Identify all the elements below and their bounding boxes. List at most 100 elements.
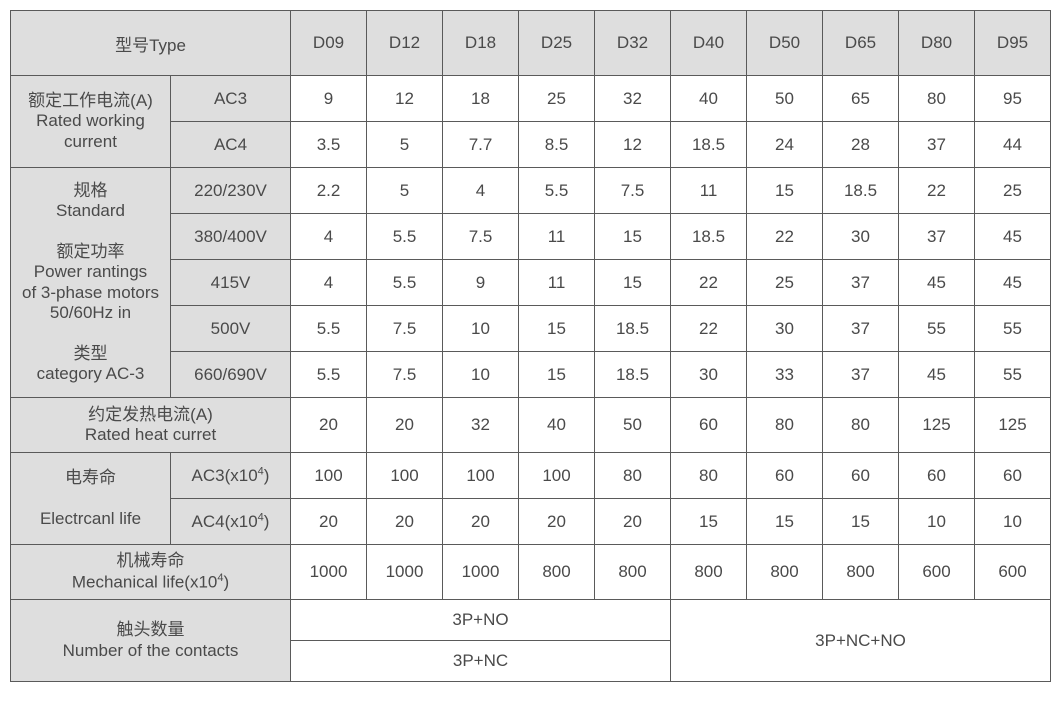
cell: 37: [823, 306, 899, 352]
col-d25: D25: [519, 11, 595, 76]
cell: 18.5: [823, 168, 899, 214]
row-rated-heat: 约定发热电流(A) Rated heat curret 20 20 32 40 …: [11, 398, 1051, 453]
cell: 15: [519, 306, 595, 352]
cell: 37: [823, 352, 899, 398]
cell: 65: [823, 76, 899, 122]
cell: 5.5: [367, 260, 443, 306]
cell: 18.5: [671, 122, 747, 168]
cell: 1000: [443, 545, 519, 600]
cell: 32: [595, 76, 671, 122]
cell: 7.5: [595, 168, 671, 214]
cell: 20: [367, 499, 443, 545]
cell: 5.5: [291, 306, 367, 352]
cell: 60: [823, 453, 899, 499]
cell: 5: [367, 168, 443, 214]
v220-label: 220/230V: [171, 168, 291, 214]
cell: 25: [747, 260, 823, 306]
cell: 9: [291, 76, 367, 122]
cell: 45: [899, 260, 975, 306]
cell: 50: [595, 398, 671, 453]
cell: 22: [899, 168, 975, 214]
cell: 100: [519, 453, 595, 499]
cell: 9: [443, 260, 519, 306]
cell: 37: [899, 122, 975, 168]
cell: 33: [747, 352, 823, 398]
cell: 600: [899, 545, 975, 600]
cell: 25: [519, 76, 595, 122]
cell: 12: [595, 122, 671, 168]
v415-label: 415V: [171, 260, 291, 306]
col-d65: D65: [823, 11, 899, 76]
cell: 28: [823, 122, 899, 168]
cell: 44: [975, 122, 1051, 168]
cell: 4: [291, 214, 367, 260]
ac4-label: AC4: [171, 122, 291, 168]
spec-table: 型号Type D09 D12 D18 D25 D32 D40 D50 D65 D…: [10, 10, 1051, 682]
cell: 18.5: [595, 306, 671, 352]
cell: 800: [595, 545, 671, 600]
col-d40: D40: [671, 11, 747, 76]
cell: 55: [899, 306, 975, 352]
cell: 8.5: [519, 122, 595, 168]
elec-ac3-label: AC3(x104): [171, 453, 291, 499]
cell: 32: [443, 398, 519, 453]
header-row: 型号Type D09 D12 D18 D25 D32 D40 D50 D65 D…: [11, 11, 1051, 76]
cell: 37: [899, 214, 975, 260]
cell: 30: [823, 214, 899, 260]
row-ac3: 额定工作电流(A) Rated working current AC3 9 12…: [11, 76, 1051, 122]
cell: 37: [823, 260, 899, 306]
v380-label: 380/400V: [171, 214, 291, 260]
cell: 11: [519, 214, 595, 260]
col-d32: D32: [595, 11, 671, 76]
cell: 15: [595, 260, 671, 306]
row-220v: 规格Standard 额定功率Power rantingsof 3-phase …: [11, 168, 1051, 214]
cell: 10: [443, 306, 519, 352]
cell: 22: [671, 260, 747, 306]
col-d09: D09: [291, 11, 367, 76]
cell: 7.5: [367, 352, 443, 398]
cell: 20: [519, 499, 595, 545]
cell: 22: [747, 214, 823, 260]
cell: 5.5: [291, 352, 367, 398]
cell: 22: [671, 306, 747, 352]
cell: 60: [747, 453, 823, 499]
mechanical-life-label: 机械寿命Mechanical life(x104): [11, 545, 291, 600]
cell: 20: [595, 499, 671, 545]
rated-current-label: 额定工作电流(A) Rated working current: [11, 76, 171, 168]
electrical-life-label: 电寿命 Electrcanl life: [11, 453, 171, 545]
cell: 600: [975, 545, 1051, 600]
cell: 1000: [291, 545, 367, 600]
cell: 60: [975, 453, 1051, 499]
cell: 800: [823, 545, 899, 600]
cell: 100: [291, 453, 367, 499]
col-d50: D50: [747, 11, 823, 76]
cell: 10: [443, 352, 519, 398]
v660-label: 660/690V: [171, 352, 291, 398]
cell: 15: [519, 352, 595, 398]
row-elec-ac3: 电寿命 Electrcanl life AC3(x104) 100 100 10…: [11, 453, 1051, 499]
cell: 7.5: [367, 306, 443, 352]
type-label: 型号Type: [11, 11, 291, 76]
cell: 100: [443, 453, 519, 499]
contacts-label: 触头数量 Number of the contacts: [11, 600, 291, 682]
contacts-left-bottom: 3P+NC: [291, 641, 671, 682]
cell: 60: [671, 398, 747, 453]
cell: 15: [747, 168, 823, 214]
cell: 125: [899, 398, 975, 453]
cell: 30: [671, 352, 747, 398]
cell: 2.2: [291, 168, 367, 214]
row-mech-life: 机械寿命Mechanical life(x104) 1000 1000 1000…: [11, 545, 1051, 600]
cell: 15: [595, 214, 671, 260]
contacts-left-top: 3P+NO: [291, 600, 671, 641]
cell: 80: [671, 453, 747, 499]
cell: 15: [671, 499, 747, 545]
cell: 80: [899, 76, 975, 122]
row-contacts-1: 触头数量 Number of the contacts 3P+NO 3P+NC+…: [11, 600, 1051, 641]
col-d95: D95: [975, 11, 1051, 76]
cell: 40: [519, 398, 595, 453]
cell: 18.5: [595, 352, 671, 398]
cell: 4: [443, 168, 519, 214]
cell: 3.5: [291, 122, 367, 168]
cell: 800: [671, 545, 747, 600]
cell: 95: [975, 76, 1051, 122]
